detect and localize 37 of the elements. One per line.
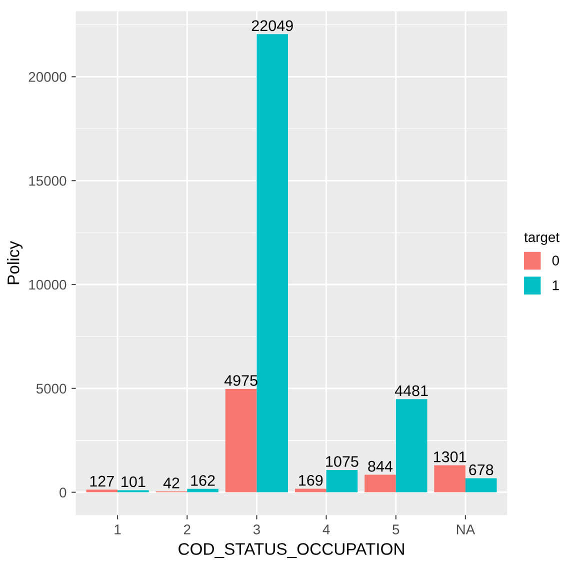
bar (294, 488, 326, 492)
bar (434, 465, 466, 492)
bar (364, 474, 396, 492)
legend-label: 1 (552, 280, 559, 290)
data-label: 169 (299, 474, 323, 486)
bar (396, 399, 428, 492)
x-tick-label: 4 (322, 524, 330, 534)
y-axis-title: Policy (7, 241, 23, 284)
x-tick-label: 5 (392, 524, 400, 534)
data-label: 678 (469, 464, 494, 476)
legend-title: target (524, 233, 560, 245)
x-tick-label: 3 (253, 524, 260, 534)
legend-label: 0 (552, 256, 559, 266)
bar (187, 488, 218, 492)
x-tick-label: 1 (114, 524, 121, 534)
y-tick-label: 20000 (28, 72, 66, 82)
y-tick-label: 10000 (29, 280, 66, 290)
y-tick-label: 5000 (36, 384, 66, 394)
x-tick-label: 2 (184, 524, 190, 534)
y-tick-label: 0 (60, 488, 66, 498)
data-label: 42 (163, 478, 180, 488)
bar (465, 478, 497, 492)
bar (326, 470, 358, 492)
x-tick-label: NA (456, 524, 476, 534)
data-label: 844 (368, 460, 393, 472)
data-label: 127 (90, 476, 114, 486)
data-label: 1301 (434, 451, 466, 462)
bar (225, 388, 257, 492)
data-label: 4481 (394, 385, 428, 396)
bar (256, 34, 288, 492)
bar (86, 490, 118, 492)
data-label: 101 (122, 476, 146, 488)
y-tick-label: 15000 (29, 176, 66, 186)
data-label: 162 (191, 475, 215, 486)
data-label: 1075 (326, 456, 358, 467)
x-axis-title: COD_STATUS_OCCUPATION (178, 543, 404, 558)
data-label: 22049 (252, 20, 293, 32)
